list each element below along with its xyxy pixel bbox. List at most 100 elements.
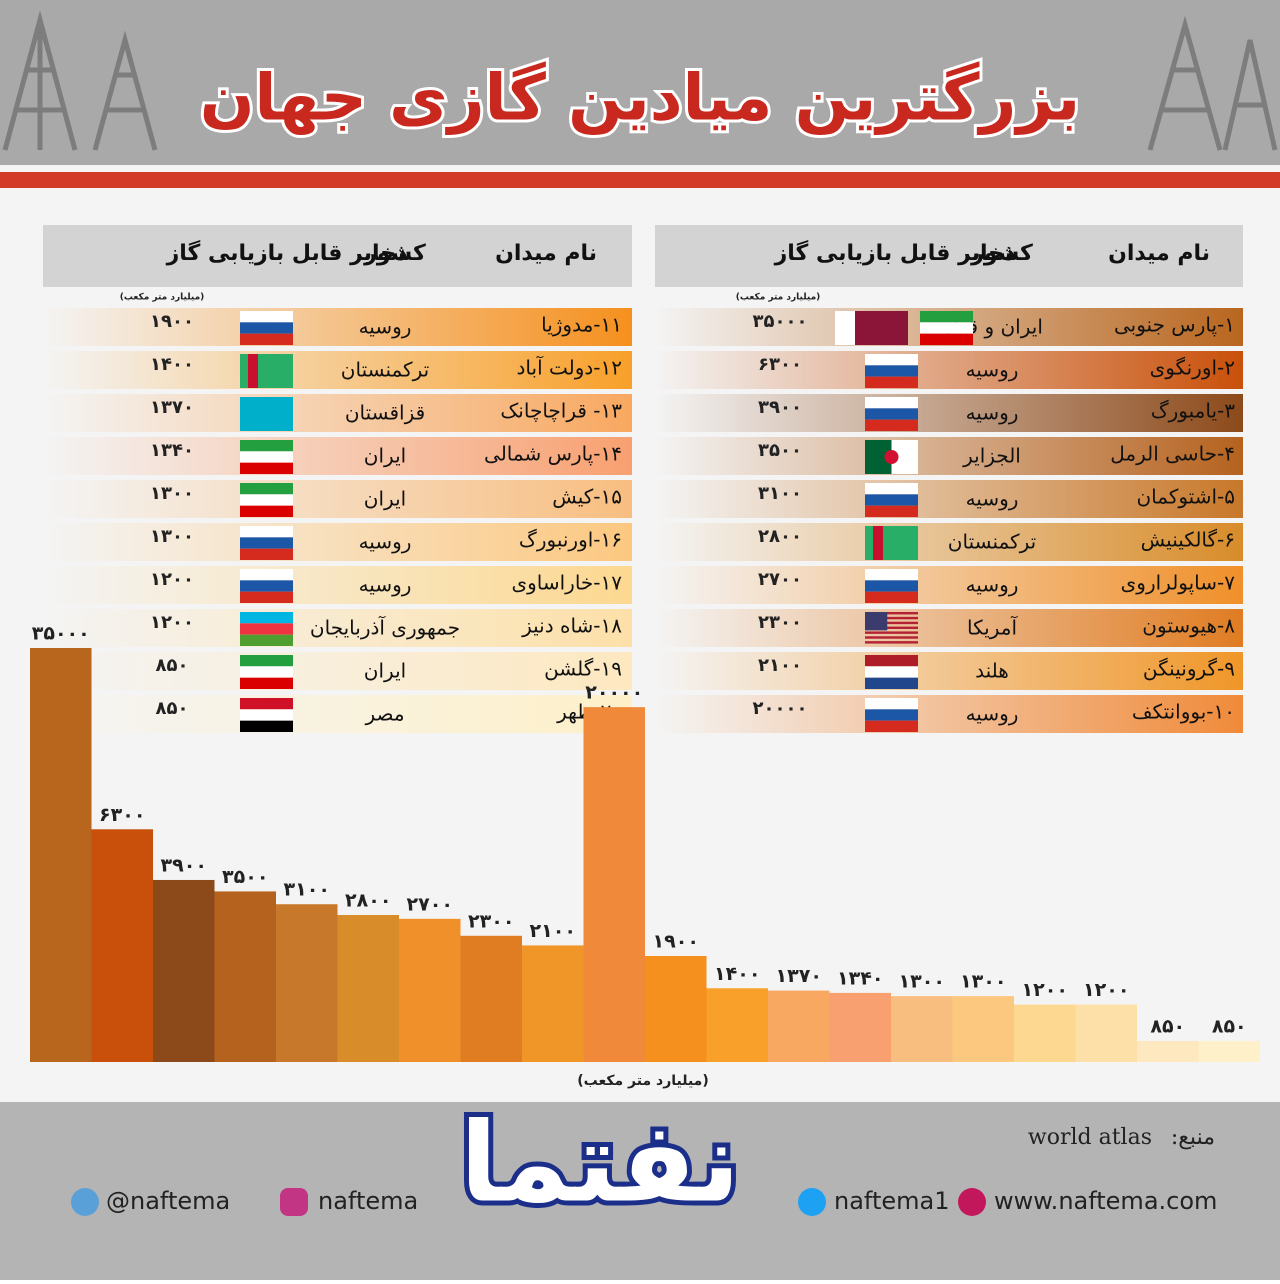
flag-stripe [865,655,918,667]
table-row [655,394,1243,432]
country: ایران [364,487,406,511]
field-name: ۱۵-کیش [552,485,622,509]
flag [865,698,918,732]
flag [240,526,293,560]
bar [460,935,522,1062]
value-label: ۱۳۴۰ [837,967,883,989]
flag [240,397,293,431]
flag-stripe [920,333,973,345]
country: روسیه [966,358,1019,382]
flag-stripe [865,365,918,377]
flag [865,397,918,431]
reserve: ۲۰۰۰۰ [753,698,808,719]
table-row [655,437,1243,475]
country: روسیه [359,315,412,339]
flag-stripe [865,720,918,732]
flag-stripe [240,505,293,517]
bar [1137,1041,1199,1062]
logo: نفتما [460,1098,740,1226]
bar [706,988,768,1062]
flag-stripe [865,580,918,592]
flag-field [855,311,908,345]
flag [240,354,293,388]
field-name: ۳-یامبورگ [1151,399,1236,423]
instagram[interactable]: naftema [318,1187,418,1215]
value-label: ۱۳۰۰ [960,971,1006,993]
country: روسیه [966,401,1019,425]
flag-stripe [240,623,293,635]
flag-stripe [240,666,293,678]
footer-band [0,1102,1280,1280]
flag [865,569,918,603]
flag-stripe [240,440,293,452]
reserve: ۱۳۰۰ [150,483,194,504]
twitter-icon [798,1188,826,1216]
flag [240,483,293,517]
table-row [43,437,632,475]
unit-label: (میلیارد متر مکعب) [736,293,821,303]
value-label: ۲۷۰۰ [407,893,453,915]
flag [865,612,918,644]
table-row [655,652,1243,690]
flag-stripe [865,419,918,431]
table-row [43,566,632,604]
value-label: ۲۰۰۰۰ [585,682,643,704]
bar [30,648,92,1062]
value-label: ۳۵۰۰ [222,866,268,888]
field-name: ۱-پارس جنوبی [1114,313,1235,338]
flag-stripe [865,376,918,388]
reserve: ۱۳۷۰ [150,397,194,418]
twitter[interactable]: naftema1 [834,1187,949,1215]
reserve: ۱۳۰۰ [150,526,194,547]
flag [865,440,918,474]
reserve: ۱۴۰۰ [150,354,194,375]
value-label: ۳۹۰۰ [161,854,207,876]
country: ترکمنستان [341,358,429,382]
bar [829,992,891,1062]
value-label: ۸۵۰ [1212,1016,1247,1038]
flag-stripe [240,569,293,581]
table-row [43,351,632,389]
country: الجزایر [962,444,1021,468]
column-header: ذخایر قابل بازیابی گاز [166,239,408,266]
flag-stripe [240,483,293,495]
telegram[interactable]: @naftema [106,1187,230,1215]
flag [240,569,293,603]
bar [1198,1041,1260,1062]
website[interactable]: www.naftema.com [994,1187,1217,1215]
reserve: ۸۵۰ [156,655,189,676]
column-header: کشور [363,241,426,266]
flag [240,655,293,689]
flag-stripe [865,641,918,644]
value-label: ۸۵۰ [1150,1016,1185,1038]
flag-stripe [920,311,973,323]
value-label: ۶۳۰۰ [99,804,145,826]
country: مصر [364,702,404,726]
flag-band [873,526,883,560]
flag-stripe [240,451,293,463]
flag-stripe [240,462,293,474]
flag-stripe [240,311,293,323]
table-row [43,652,632,690]
flag [865,655,918,689]
flag [240,311,293,345]
telegram-icon [71,1188,99,1216]
field-name: ۶-گالکینیش [1141,528,1235,552]
flag-stripe [240,612,293,624]
flag-stripe [240,720,293,732]
value-label: ۱۹۰۰ [653,930,699,952]
bar [1075,1004,1137,1062]
reserve: ۳۵۰۰ [758,440,802,461]
field-name: ۱۱-مدوژیا [541,313,622,337]
country: آمریکا [967,615,1018,640]
reserve: ۳۵۰۰۰ [753,311,808,332]
flag-stripe [865,483,918,495]
field-name: ۱۷-خاراساوی [511,571,622,595]
flag-stripe [865,569,918,581]
reserve: ۲۳۰۰ [758,612,802,633]
reserve: ۶۳۰۰ [758,354,802,375]
flag-stripe [240,580,293,592]
table-header [655,225,1243,287]
flag-field [865,526,918,560]
field-name: ۲-اورنگوی [1150,356,1235,380]
